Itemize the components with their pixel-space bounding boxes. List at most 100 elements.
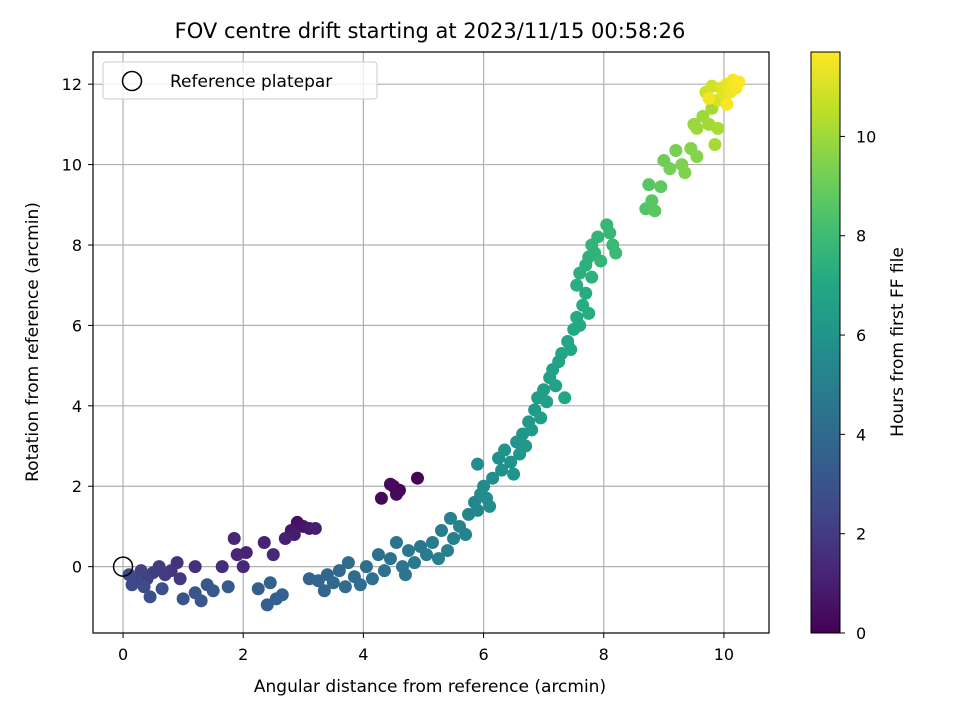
data-point: [732, 75, 746, 89]
data-point: [477, 479, 491, 493]
legend-box: [102, 61, 378, 100]
data-point: [645, 194, 659, 208]
data-point: [308, 521, 322, 535]
data-point: [377, 564, 391, 578]
data-point: [558, 391, 572, 405]
y-tick-label: 0: [72, 558, 82, 577]
data-point: [398, 568, 412, 582]
data-point: [341, 556, 355, 570]
data-point: [495, 463, 509, 477]
data-point: [134, 564, 148, 578]
data-point: [383, 477, 397, 491]
reference-marker: [112, 556, 134, 577]
data-point: [447, 532, 461, 546]
data-point: [155, 582, 169, 596]
data-point: [194, 594, 208, 608]
y-tick-label: 8: [72, 236, 82, 255]
plot-frame: [92, 51, 770, 634]
data-point: [173, 572, 187, 586]
data-point: [188, 560, 202, 574]
data-point: [582, 306, 596, 320]
colorbar-tick-label: 0: [856, 624, 866, 643]
x-axis-label: Angular distance from reference (arcmin): [254, 677, 606, 697]
colorbar-tick-label: 8: [856, 227, 866, 246]
y-tick-label: 4: [72, 397, 82, 416]
data-point: [711, 121, 725, 135]
data-point: [519, 439, 533, 453]
data-point: [365, 572, 379, 586]
x-tick-label: 10: [714, 645, 734, 664]
data-point: [206, 584, 220, 598]
data-point: [383, 552, 397, 566]
data-point: [441, 544, 455, 558]
data-point: [338, 580, 352, 594]
data-point: [690, 150, 704, 164]
data-point: [401, 544, 415, 558]
plot-area: [93, 52, 769, 633]
data-point: [407, 556, 421, 570]
data-points: [122, 73, 746, 612]
data-point: [326, 576, 340, 590]
data-point: [275, 588, 289, 602]
data-point: [564, 343, 578, 357]
data-point: [317, 584, 331, 598]
y-tick-label: 10: [62, 156, 82, 175]
data-point: [603, 226, 617, 240]
colorbar-tick-label: 6: [856, 326, 866, 345]
data-point: [591, 230, 605, 244]
data-point: [125, 578, 139, 592]
x-tick-label: 2: [238, 645, 248, 664]
grid: [93, 52, 769, 633]
chart-title: FOV centre drift starting at 2023/11/15 …: [175, 19, 686, 43]
data-point: [426, 536, 440, 550]
data-point: [176, 592, 190, 606]
data-point: [498, 443, 512, 457]
data-point: [374, 491, 388, 505]
data-point: [230, 548, 244, 562]
colorbar-gradient: [810, 51, 841, 634]
data-point: [663, 162, 677, 176]
data-point: [537, 383, 551, 397]
data-point: [278, 532, 292, 546]
data-point: [432, 552, 446, 566]
data-point: [227, 532, 241, 546]
data-point: [702, 91, 716, 105]
data-point: [609, 246, 623, 260]
y-axis-label: Rotation from reference (arcmin): [23, 202, 43, 482]
colorbar: 0 2 4 6 8 10 Hours from first FF file: [810, 51, 908, 643]
data-point: [459, 527, 473, 541]
data-point: [471, 457, 485, 471]
data-point: [435, 523, 449, 537]
data-point: [579, 286, 593, 300]
data-point: [389, 487, 403, 501]
data-point: [708, 137, 722, 151]
data-point: [266, 548, 280, 562]
y-tick-label: 12: [62, 75, 82, 94]
data-point: [410, 471, 424, 485]
data-point: [257, 536, 271, 550]
data-point: [720, 97, 734, 111]
data-point: [642, 178, 656, 192]
legend-marker-icon: [121, 70, 143, 92]
data-point: [507, 467, 521, 481]
data-point: [549, 379, 563, 393]
legend: Reference platepar: [102, 61, 378, 100]
data-point: [690, 121, 704, 135]
data-point: [221, 580, 235, 594]
colorbar-tick-label: 4: [856, 425, 866, 444]
data-point: [534, 411, 548, 425]
data-point: [389, 536, 403, 550]
data-point: [143, 590, 157, 604]
data-point: [594, 254, 608, 268]
data-point: [486, 471, 500, 485]
data-point: [471, 503, 485, 517]
data-point: [236, 560, 250, 574]
data-point: [504, 455, 518, 469]
x-axis-ticks: 0 2 4 6 8 10: [118, 633, 734, 664]
y-tick-label: 2: [72, 477, 82, 496]
colorbar-ticks: 0 2 4 6 8 10: [840, 127, 876, 643]
data-point: [585, 270, 599, 284]
data-point: [648, 204, 662, 218]
data-point: [678, 166, 692, 180]
